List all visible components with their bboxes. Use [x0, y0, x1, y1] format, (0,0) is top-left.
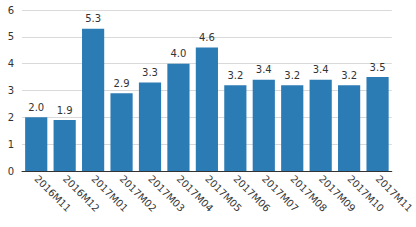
- svg-text:1.9: 1.9: [57, 105, 73, 116]
- svg-text:4.6: 4.6: [199, 32, 215, 43]
- svg-text:2.9: 2.9: [114, 78, 130, 89]
- svg-text:2: 2: [8, 112, 14, 123]
- svg-text:0: 0: [8, 166, 14, 177]
- svg-text:4.0: 4.0: [170, 48, 186, 59]
- svg-text:3.5: 3.5: [370, 62, 386, 73]
- svg-text:2017M02: 2017M02: [117, 173, 159, 214]
- svg-text:3.2: 3.2: [227, 70, 243, 81]
- svg-text:2017M10: 2017M10: [345, 173, 387, 214]
- svg-text:2017M01: 2017M01: [89, 173, 130, 214]
- svg-text:6: 6: [8, 5, 14, 16]
- svg-text:3.4: 3.4: [256, 64, 272, 75]
- svg-text:2.0: 2.0: [28, 102, 44, 113]
- svg-text:2016M11: 2016M11: [32, 173, 74, 214]
- svg-text:3.4: 3.4: [313, 64, 329, 75]
- svg-text:3.2: 3.2: [284, 70, 300, 81]
- svg-text:3: 3: [8, 85, 14, 96]
- svg-text:5: 5: [8, 31, 14, 42]
- svg-text:2017M05: 2017M05: [203, 173, 244, 214]
- svg-text:5.3: 5.3: [85, 13, 101, 24]
- svg-text:2017M03: 2017M03: [146, 173, 187, 214]
- svg-text:3.3: 3.3: [142, 67, 158, 78]
- svg-text:2017M11: 2017M11: [374, 173, 415, 214]
- svg-text:2017M09: 2017M09: [316, 173, 358, 214]
- svg-text:3.2: 3.2: [341, 70, 357, 81]
- svg-text:2017M07: 2017M07: [259, 173, 301, 214]
- svg-text:4: 4: [8, 58, 14, 69]
- svg-text:2017M06: 2017M06: [231, 173, 273, 214]
- svg-text:2016M12: 2016M12: [60, 173, 102, 214]
- svg-text:2017M04: 2017M04: [174, 173, 216, 214]
- svg-text:1: 1: [8, 139, 14, 150]
- svg-text:2017M08: 2017M08: [288, 173, 330, 214]
